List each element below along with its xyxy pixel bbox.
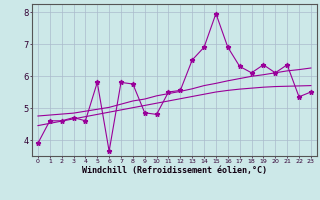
X-axis label: Windchill (Refroidissement éolien,°C): Windchill (Refroidissement éolien,°C) <box>82 166 267 175</box>
